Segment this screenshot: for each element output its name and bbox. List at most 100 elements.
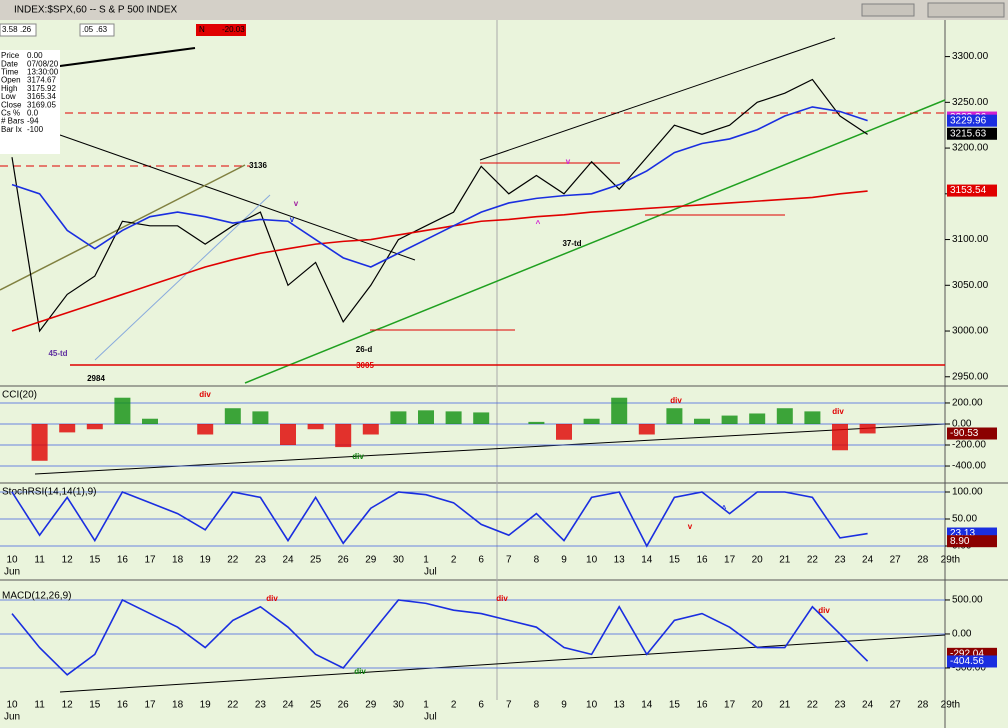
x-tick-label: 15 (89, 700, 101, 711)
toolbar-text: .63 (96, 25, 108, 34)
annotation: div (832, 407, 844, 416)
cci-bar (721, 415, 738, 424)
x-tick-label: 24 (282, 555, 294, 566)
x-tick-label: 10 (6, 700, 18, 711)
info-value: 07/08/20 (27, 59, 59, 68)
trend-line (244, 99, 946, 384)
info-label: Low (1, 92, 16, 101)
trend-line (59, 634, 946, 693)
cci-bar (59, 423, 76, 433)
annotation: div (496, 594, 508, 603)
window-controls[interactable] (927, 2, 1005, 18)
x-tick-label: 2 (451, 700, 457, 711)
x-tick-label: 8 (534, 700, 540, 711)
x-tick-label: 21 (779, 555, 791, 566)
toolbar-buttons[interactable] (861, 3, 915, 17)
toolbar-field (0, 23, 37, 37)
info-value: 3174.67 (27, 76, 56, 85)
x-tick-label: 20 (752, 700, 764, 711)
x-tick-label: 8 (534, 555, 540, 566)
trend-line (59, 134, 416, 261)
series-line (11, 598, 869, 676)
annotation: 3005 (356, 361, 374, 370)
info-value: 13:30:00 (27, 68, 59, 77)
annotation: div (266, 594, 278, 603)
info-label: # Bars (1, 117, 24, 126)
toolbar-text: -20.03 (222, 25, 245, 34)
cci-bar (473, 412, 490, 424)
annotation: 45-td (48, 349, 67, 358)
x-tick-label: 11 (34, 700, 45, 711)
annotation: v (566, 157, 571, 166)
annotation: 26-d (356, 345, 373, 354)
x-tick-label: 7 (506, 555, 512, 566)
info-label: Cs % (1, 109, 20, 118)
info-label: Bar Ix (1, 125, 22, 134)
x-tick-label: 18 (172, 700, 184, 711)
cci-bar (804, 411, 821, 424)
trend-line (479, 37, 836, 161)
window-title: INDEX:$SPX,60 -- S & P 500 INDEX (14, 5, 178, 16)
y-tick-label: 3300.00 (952, 51, 989, 62)
last-value-box (947, 535, 997, 548)
x-tick-label: 24 (282, 700, 294, 711)
cci-bar (832, 423, 848, 451)
x-tick-label: 13 (614, 700, 626, 711)
y-tick-label: 3200.00 (952, 143, 989, 154)
x-tick-label: 19 (200, 700, 212, 711)
info-value: 0.00 (27, 51, 43, 60)
annotation: div (354, 667, 366, 676)
month-label: Jul (424, 712, 437, 723)
info-box (0, 50, 60, 154)
annotation: 37-td (562, 239, 581, 248)
x-tick-label: 17 (724, 700, 736, 711)
y-tick-label: 3050.00 (952, 280, 989, 291)
x-tick-label: 20 (752, 555, 764, 566)
x-tick-label: 10 (586, 555, 598, 566)
last-value-label: 3229.96 (950, 115, 987, 126)
trend-line (0, 164, 246, 291)
info-label: High (1, 84, 17, 93)
info-value: 0.0 (27, 109, 39, 118)
annotation: v (294, 199, 299, 208)
info-value: 3169.05 (27, 100, 56, 109)
last-value-box (947, 655, 997, 668)
annotation: div (199, 390, 211, 399)
info-label: Price (1, 51, 20, 60)
x-tick-label: 29th (941, 700, 960, 711)
x-tick-label: 6 (478, 555, 484, 566)
cci-bar (694, 418, 710, 424)
annotation: 3136 (249, 161, 267, 170)
x-tick-label: 22 (807, 700, 819, 711)
last-value-label: 8.90 (950, 536, 970, 547)
x-tick-label: 27 (890, 555, 902, 566)
annotation: div (670, 396, 682, 405)
annotation: div (352, 452, 364, 461)
y-tick-label: 2950.00 (952, 371, 989, 382)
x-tick-label: 14 (641, 700, 653, 711)
info-value: 3175.92 (27, 84, 56, 93)
cci-bar (362, 423, 379, 435)
y-tick-label: 100.00 (952, 487, 983, 498)
cci-bar (611, 397, 628, 424)
x-tick-label: 23 (255, 555, 267, 566)
cci-bar (445, 411, 462, 424)
last-value-box (947, 184, 997, 197)
series-line (11, 106, 868, 268)
x-tick-label: 14 (641, 555, 653, 566)
x-tick-label: 17 (144, 700, 156, 711)
x-tick-label: 10 (6, 555, 18, 566)
annotation: ^ (722, 504, 727, 513)
y-tick-label: 200.00 (952, 398, 983, 409)
annotation: 2984 (87, 374, 105, 383)
cci-bar (776, 408, 793, 424)
x-tick-label: 13 (614, 555, 626, 566)
info-value: -100 (27, 125, 44, 134)
cci-bar (666, 408, 683, 424)
y-tick-label: -200.00 (952, 440, 986, 451)
x-tick-label: 28 (917, 555, 929, 566)
x-tick-label: 15 (669, 555, 681, 566)
cci-bar (31, 423, 48, 461)
x-tick-label: 9 (561, 700, 567, 711)
cci-bar (556, 423, 572, 440)
